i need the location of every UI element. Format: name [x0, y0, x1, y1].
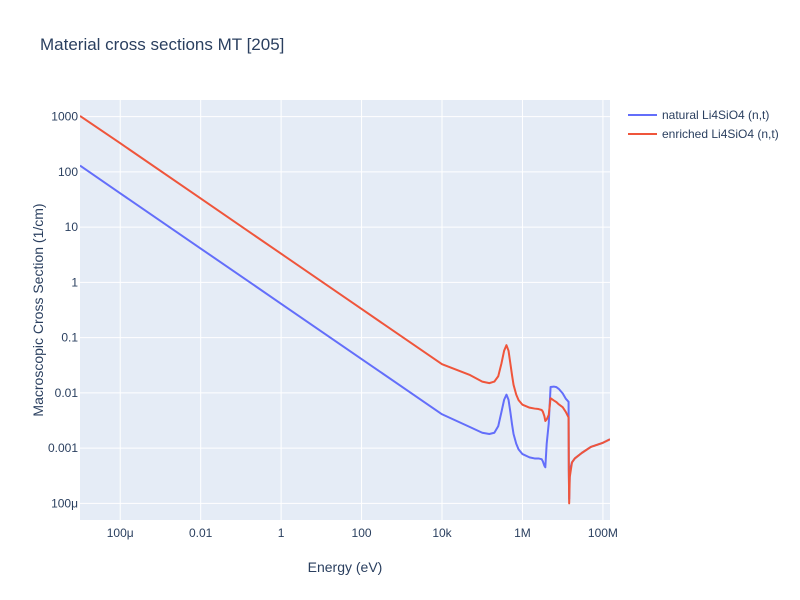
x-tick-label: 10k	[432, 526, 452, 540]
y-tick-label: 1	[71, 275, 78, 289]
x-tick-label: 0.01	[189, 526, 213, 540]
y-axis-label: Macroscopic Cross Section (1/cm)	[30, 203, 46, 416]
x-axis-label: Energy (eV)	[308, 559, 383, 575]
y-tick-label: 100	[58, 165, 78, 179]
x-tick-labels: 100μ 0.01 1 100 10k 1M 100M	[107, 526, 618, 540]
y-tick-labels: 100μ 0.001 0.01 0.1 1 10 100 1000	[48, 110, 78, 511]
chart-title: Material cross sections MT [205]	[40, 35, 284, 54]
x-tick-label: 100M	[588, 526, 618, 540]
y-tick-label: 1000	[51, 110, 78, 124]
y-tick-label: 10	[65, 220, 79, 234]
plot-area[interactable]	[80, 100, 610, 520]
y-tick-label: 0.1	[61, 331, 78, 345]
y-tick-label: 0.01	[55, 386, 79, 400]
x-tick-label: 100	[352, 526, 372, 540]
x-tick-label: 100μ	[107, 526, 134, 540]
x-tick-label: 1M	[514, 526, 531, 540]
legend-label-2[interactable]: enriched Li4SiO4 (n,t)	[662, 127, 779, 141]
series-lines	[80, 115, 610, 505]
x-tick-label: 1	[278, 526, 285, 540]
series-line-2[interactable]	[80, 115, 610, 505]
legend: natural Li4SiO4 (n,t) enriched Li4SiO4 (n…	[628, 108, 779, 141]
legend-label-1[interactable]: natural Li4SiO4 (n,t)	[662, 108, 769, 122]
y-tick-label: 100μ	[51, 496, 78, 510]
y-tick-label: 0.001	[48, 441, 78, 455]
